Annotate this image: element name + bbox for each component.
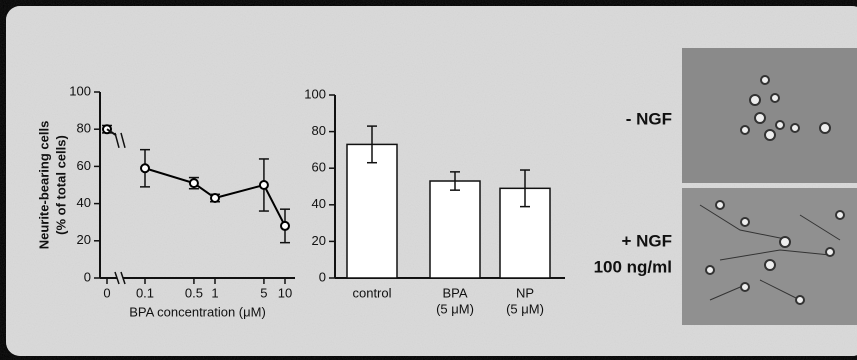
data-point	[211, 194, 219, 202]
x-tick-label: 1	[211, 285, 218, 300]
y-tick-label: 40	[312, 196, 326, 211]
data-point	[190, 179, 198, 187]
x-tick-label: 5	[260, 285, 267, 300]
data-point	[281, 222, 289, 230]
data-point	[260, 181, 268, 189]
y-axis-label: (% of total cells)	[53, 135, 68, 235]
x-tick-label: 0.1	[136, 285, 154, 300]
y-tick-label: 100	[304, 86, 326, 101]
micrograph-top	[682, 48, 857, 183]
x-tick-label: 0.5	[185, 285, 203, 300]
figure: - NGF + NGF 100 ng/ml 02040608010000.10.…	[0, 0, 857, 360]
x-tick-label: 0	[103, 285, 110, 300]
y-tick-label: 0	[319, 269, 326, 284]
y-tick-label: 0	[84, 269, 91, 284]
image-label: - NGF	[626, 109, 672, 128]
y-tick-label: 60	[312, 160, 326, 175]
x-tick-sublabel: (5 μM)	[506, 301, 544, 316]
bar	[347, 144, 397, 278]
x-tick-label: control	[352, 285, 391, 300]
data-point	[141, 164, 149, 172]
x-tick-sublabel: (5 μM)	[436, 301, 474, 316]
bar	[430, 181, 480, 278]
micrograph-bottom	[682, 188, 857, 325]
y-tick-label: 40	[77, 195, 91, 210]
y-axis-label: Neurite-bearing cells	[36, 121, 51, 250]
y-tick-label: 60	[77, 158, 91, 173]
x-tick-label: 10	[278, 285, 292, 300]
x-tick-label: NP	[516, 285, 534, 300]
y-tick-label: 100	[69, 83, 91, 98]
y-tick-label: 20	[312, 233, 326, 248]
image-label: + NGF	[621, 231, 672, 250]
y-tick-label: 80	[312, 123, 326, 138]
y-tick-label: 20	[77, 232, 91, 247]
x-axis-label: BPA concentration (μM)	[129, 304, 266, 319]
x-tick-label: BPA	[442, 285, 467, 300]
y-tick-label: 80	[77, 121, 91, 136]
image-sublabel: 100 ng/ml	[594, 257, 672, 276]
